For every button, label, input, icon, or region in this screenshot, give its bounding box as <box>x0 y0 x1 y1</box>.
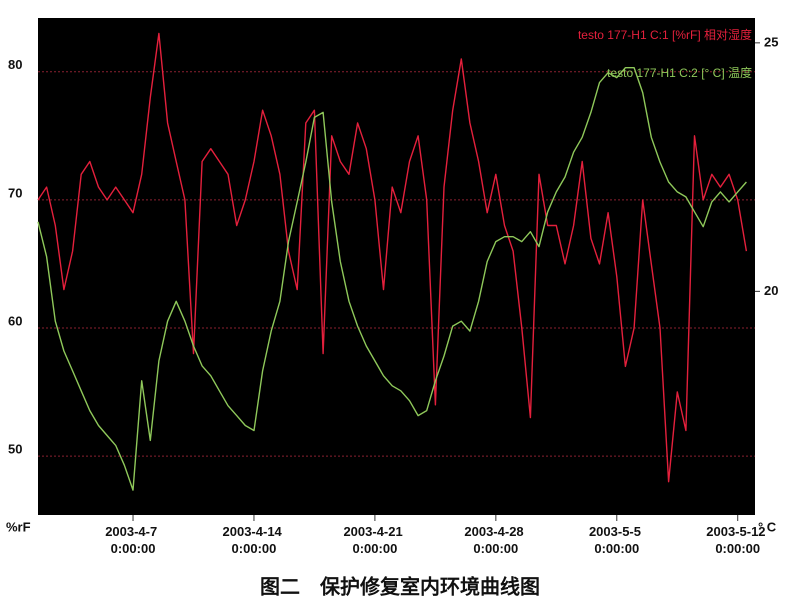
legend-entry: testo 177-H1 C:1 [%rF] 相对湿度 <box>578 27 752 42</box>
x-tick-label: 2003-4-14 0:00:00 <box>223 524 286 556</box>
y-tick-label: 80 <box>8 57 22 72</box>
y-tick-label: 50 <box>8 442 22 457</box>
y2-tick-label: 20 <box>764 283 778 298</box>
y2-tick-label: 25 <box>764 34 778 49</box>
caption: 图二 保护修复室内环境曲线图 <box>260 575 540 599</box>
x-tick-label: 2003-4-7 0:00:00 <box>105 524 161 556</box>
y-tick-label: 70 <box>8 185 22 200</box>
x-tick-label: 2003-4-21 0:00:00 <box>343 524 406 556</box>
y-tick-label: 60 <box>8 313 22 328</box>
plot-area <box>38 18 755 515</box>
y2-axis-label: ° C <box>758 519 777 534</box>
series-line <box>37 32 748 483</box>
x-tick-label: 2003-4-28 0:00:00 <box>464 524 527 556</box>
series-line <box>37 66 747 491</box>
y-axis-label: %rF <box>6 519 31 534</box>
legend-entry: testo 177-H1 C:2 [° C] 温度 <box>607 65 752 80</box>
x-tick-label: 2003-5-12 0:00:00 <box>706 524 769 556</box>
x-tick-label: 2003-5-5 0:00:00 <box>589 524 645 556</box>
